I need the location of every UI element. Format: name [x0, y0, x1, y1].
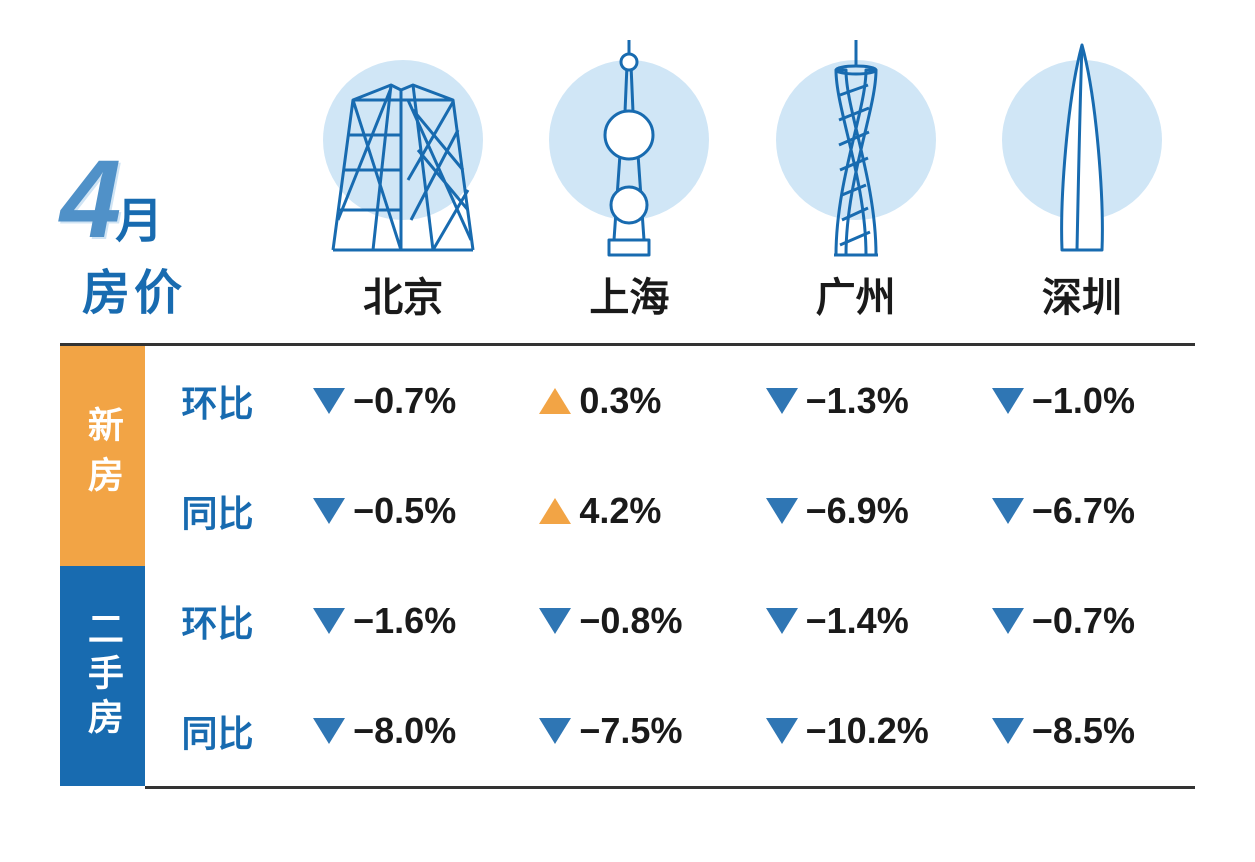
data-cell: −1.6%	[290, 600, 516, 642]
shanghai-landmark-icon	[579, 40, 679, 258]
value: −8.0%	[353, 710, 493, 752]
value: 0.3%	[579, 380, 719, 422]
city-col-guangzhou: 广州	[743, 40, 969, 323]
row-used-mom: 环比 −1.6% −0.8% −1.4% −0.7%	[145, 566, 1195, 676]
down-arrow-icon	[766, 498, 798, 524]
data-cell: −6.7%	[969, 490, 1195, 532]
title-month: 月	[115, 181, 163, 251]
down-arrow-icon	[766, 718, 798, 744]
data-cell: −6.9%	[743, 490, 969, 532]
guangzhou-landmark-icon	[806, 40, 906, 258]
data-cell: −0.7%	[969, 600, 1195, 642]
down-arrow-icon	[766, 608, 798, 634]
value: −8.5%	[1032, 710, 1172, 752]
value: −0.8%	[579, 600, 719, 642]
row-label: 环比	[145, 595, 290, 647]
side-labels: 新房 二手房	[60, 346, 145, 789]
value: −0.7%	[1032, 600, 1172, 642]
city-name-label: 深圳	[969, 265, 1195, 323]
down-arrow-icon	[313, 388, 345, 414]
down-arrow-icon	[992, 498, 1024, 524]
value: −10.2%	[806, 710, 946, 752]
down-arrow-icon	[313, 498, 345, 524]
value: −7.5%	[579, 710, 719, 752]
data-cell: 4.2%	[516, 490, 742, 532]
value: −0.5%	[353, 490, 493, 532]
row-new-yoy: 同比 −0.5% 4.2% −6.9% −6.7%	[145, 456, 1195, 566]
city-name-label: 广州	[743, 265, 969, 323]
up-arrow-icon	[539, 388, 571, 414]
value: 4.2%	[579, 490, 719, 532]
beijing-landmark-icon	[313, 40, 493, 255]
city-name-label: 北京	[290, 265, 516, 323]
title-number: 4	[60, 150, 121, 249]
down-arrow-icon	[992, 718, 1024, 744]
down-arrow-icon	[992, 388, 1024, 414]
down-arrow-icon	[766, 388, 798, 414]
data-cell: −8.5%	[969, 710, 1195, 752]
value: −1.0%	[1032, 380, 1172, 422]
shenzhen-landmark-icon	[1032, 40, 1132, 258]
data-cell: −1.4%	[743, 600, 969, 642]
data-grid: 环比 −0.7% 0.3% −1.3% −1.0% 同比 −0.5% 4.2% …	[145, 346, 1195, 789]
title-block: 4月 房价	[60, 110, 290, 323]
down-arrow-icon	[313, 608, 345, 634]
title-subtitle: 房价	[82, 253, 290, 323]
value: −6.9%	[806, 490, 946, 532]
value: −0.7%	[353, 380, 493, 422]
data-section: 新房 二手房 环比 −0.7% 0.3% −1.3% −1.0% 同比 −0.5…	[60, 343, 1195, 789]
section-label-used: 二手房	[60, 566, 145, 786]
data-cell: −1.0%	[969, 380, 1195, 422]
row-used-yoy: 同比 −8.0% −7.5% −10.2% −8.5%	[145, 676, 1195, 786]
value: −1.4%	[806, 600, 946, 642]
down-arrow-icon	[313, 718, 345, 744]
row-new-mom: 环比 −0.7% 0.3% −1.3% −1.0%	[145, 346, 1195, 456]
data-cell: −7.5%	[516, 710, 742, 752]
row-label: 环比	[145, 375, 290, 427]
section-label-new: 新房	[60, 346, 145, 566]
data-cell: −0.5%	[290, 490, 516, 532]
infographic-container: 4月 房价	[60, 40, 1195, 789]
row-label: 同比	[145, 485, 290, 537]
value: −6.7%	[1032, 490, 1172, 532]
row-label: 同比	[145, 705, 290, 757]
data-cell: −0.7%	[290, 380, 516, 422]
down-arrow-icon	[992, 608, 1024, 634]
city-col-shenzhen: 深圳	[969, 40, 1195, 323]
data-cell: −0.8%	[516, 600, 742, 642]
city-header-row: 北京	[290, 40, 1195, 323]
data-cell: 0.3%	[516, 380, 742, 422]
city-col-shanghai: 上海	[516, 40, 742, 323]
value: −1.3%	[806, 380, 946, 422]
value: −1.6%	[353, 600, 493, 642]
up-arrow-icon	[539, 498, 571, 524]
down-arrow-icon	[539, 608, 571, 634]
city-col-beijing: 北京	[290, 40, 516, 323]
header-row: 4月 房价	[60, 40, 1195, 323]
city-name-label: 上海	[516, 265, 742, 323]
data-cell: −8.0%	[290, 710, 516, 752]
down-arrow-icon	[539, 718, 571, 744]
data-cell: −10.2%	[743, 710, 969, 752]
data-cell: −1.3%	[743, 380, 969, 422]
